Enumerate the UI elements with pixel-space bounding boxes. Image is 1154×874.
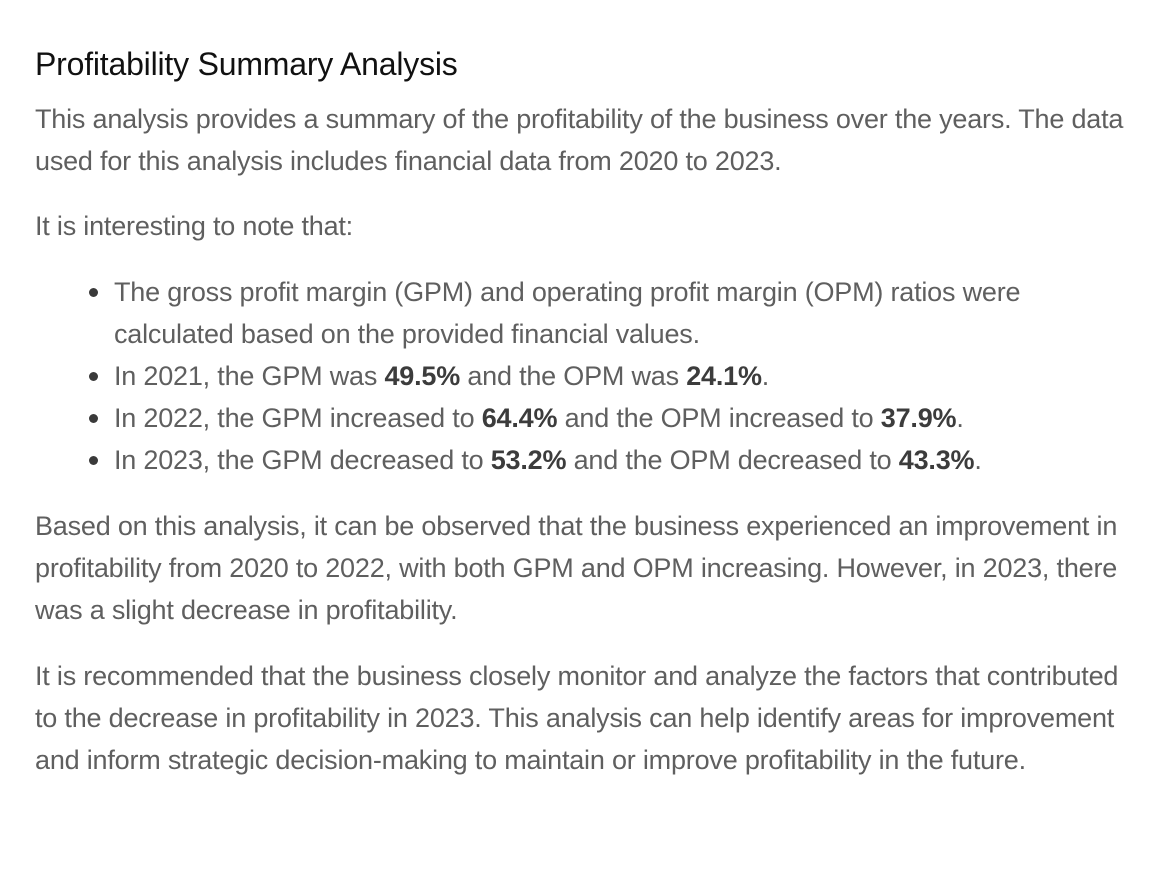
gpm-value-2022: 64.4% [481, 403, 558, 433]
list-item-text-post: . [974, 445, 982, 475]
bullet-icon [89, 414, 98, 423]
intro-paragraph: This analysis provides a summary of the … [35, 104, 1124, 176]
findings-list: The gross profit margin (GPM) and operat… [35, 271, 1124, 481]
document-body: Profitability Summary Analysis This anal… [35, 46, 1124, 775]
list-item-text-post: . [761, 361, 770, 391]
gpm-value-2021: 49.5% [384, 361, 461, 391]
list-item-text: The gross profit margin (GPM) and operat… [114, 277, 1021, 349]
list-item-text-mid: and the OPM was [460, 361, 687, 391]
page-title: Profitability Summary Analysis [35, 46, 458, 82]
opm-value-2022: 37.9% [880, 403, 957, 433]
bullet-icon [89, 456, 98, 465]
list-item-text-post: . [956, 403, 964, 433]
list-item: In 2023, the GPM decreased to 53.2% and … [89, 439, 1124, 481]
list-item-text-pre: In 2022, the GPM increased to [114, 403, 482, 433]
list-item: In 2021, the GPM was 49.5% and the OPM w… [89, 355, 1124, 397]
opm-value-2023: 43.3% [898, 445, 975, 475]
observation-paragraph: Based on this analysis, it can be observ… [35, 511, 1118, 625]
list-item: The gross profit margin (GPM) and operat… [89, 271, 1124, 355]
bullet-icon [89, 372, 98, 381]
list-item-text-mid: and the OPM decreased to [566, 445, 899, 475]
opm-value-2021: 24.1% [686, 361, 762, 391]
note-lead-paragraph: It is interesting to note that: [35, 211, 353, 241]
list-item: In 2022, the GPM increased to 64.4% and … [89, 397, 1124, 439]
list-item-text-mid: and the OPM increased to [557, 403, 881, 433]
gpm-value-2023: 53.2% [490, 445, 567, 475]
list-item-text-pre: In 2021, the GPM was [114, 361, 385, 391]
recommendation-paragraph: It is recommended that the business clos… [35, 661, 1119, 775]
list-item-text-pre: In 2023, the GPM decreased to [114, 445, 491, 475]
bullet-icon [89, 288, 98, 297]
